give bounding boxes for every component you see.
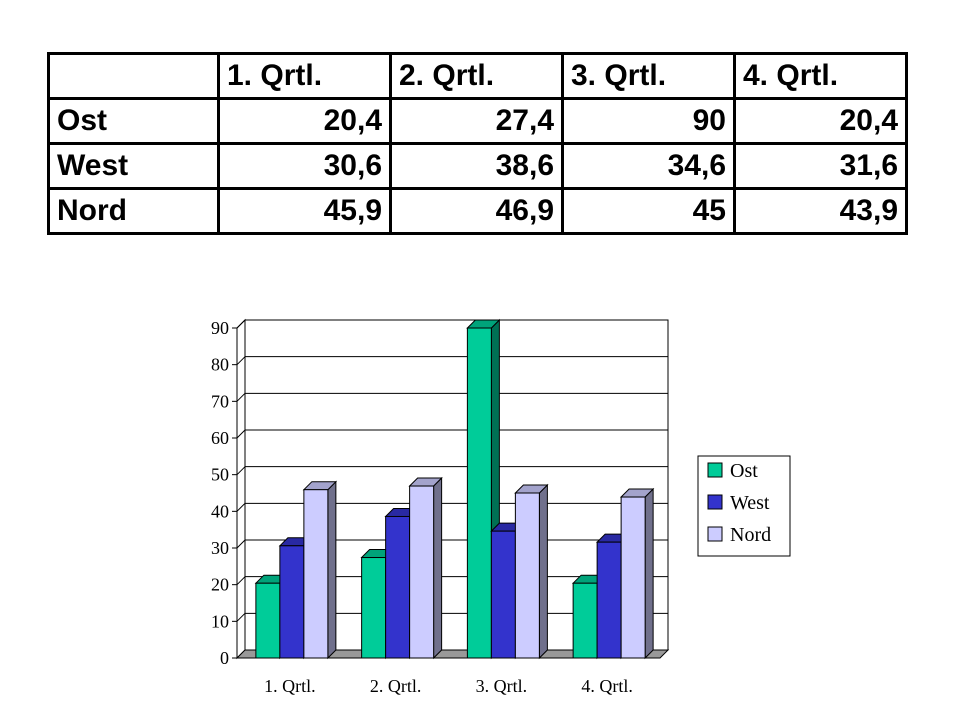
table-cell: 45: [561, 187, 736, 235]
bar-side: [433, 476, 443, 660]
table-header-cell: [47, 52, 220, 100]
gridline-side: [236, 502, 246, 512]
legend-label: Nord: [730, 524, 771, 546]
legend-swatch: [707, 526, 723, 542]
bar-ost: [255, 582, 281, 659]
legend-label: Ost: [730, 460, 758, 482]
bar-nord: [409, 485, 435, 659]
table-cell: 90: [561, 97, 736, 145]
data-table: 1. Qrtl. 2. Qrtl. 3. Qrtl. 4. Qrtl. Ost …: [47, 52, 908, 235]
table-cell: 31,6: [733, 142, 908, 190]
table-row: Nord 45,9 46,9 45 43,9: [47, 187, 908, 235]
bar-side: [644, 487, 654, 660]
table-cell: 43,9: [733, 187, 908, 235]
y-tick-label: 70: [211, 391, 229, 411]
x-tick-label: 3. Qrtl.: [476, 676, 528, 696]
legend-label: West: [730, 492, 770, 514]
bar-side: [538, 483, 548, 660]
y-tick-label: 0: [220, 648, 229, 668]
plot-side-wall: [236, 318, 246, 660]
table-header-cell: 3. Qrtl.: [561, 52, 736, 100]
gridline-side: [236, 429, 246, 439]
table-cell: 20,4: [733, 97, 908, 145]
gridline-side: [236, 612, 246, 622]
bar-side: [327, 480, 337, 660]
y-tick-label: 60: [211, 428, 229, 448]
bar-nord: [620, 496, 646, 659]
y-tick-label: 30: [211, 538, 229, 558]
table-row: Ost 20,4 27,4 90 20,4: [47, 97, 908, 145]
gridline-side: [236, 392, 246, 402]
table-cell: 38,6: [389, 142, 564, 190]
table-cell: 30,6: [217, 142, 392, 190]
gridline-side: [236, 466, 246, 476]
table-row: West 30,6 38,6 34,6 31,6: [47, 142, 908, 190]
bar-west: [385, 515, 411, 659]
bar-nord: [514, 492, 540, 659]
row-label: Ost: [47, 97, 220, 145]
table-header-cell: 4. Qrtl.: [733, 52, 908, 100]
y-tick-label: 20: [211, 575, 229, 595]
row-label: West: [47, 142, 220, 190]
bar-ost: [361, 557, 387, 659]
bar-ost: [466, 327, 492, 659]
bar-west: [490, 530, 516, 659]
x-tick-label: 1. Qrtl.: [264, 676, 316, 696]
row-label: Nord: [47, 187, 220, 235]
bar-west: [279, 545, 305, 659]
table-cell: 20,4: [217, 97, 392, 145]
x-tick-label: 2. Qrtl.: [370, 676, 422, 696]
table-header-cell: 1. Qrtl.: [217, 52, 392, 100]
table-cell: 46,9: [389, 187, 564, 235]
gridline-side: [236, 319, 246, 329]
bar-nord: [303, 489, 329, 659]
y-tick-label: 90: [211, 318, 229, 338]
legend-swatch: [707, 494, 723, 510]
table-header-row: 1. Qrtl. 2. Qrtl. 3. Qrtl. 4. Qrtl.: [47, 52, 908, 100]
y-tick-label: 40: [211, 501, 229, 521]
bar-west: [596, 541, 622, 659]
table-cell: 27,4: [389, 97, 564, 145]
legend-swatch: [707, 462, 723, 478]
gridline-side: [236, 576, 246, 586]
table-cell: 45,9: [217, 187, 392, 235]
table-cell: 34,6: [561, 142, 736, 190]
gridline-side: [236, 539, 246, 549]
gridline-side: [236, 356, 246, 366]
table-header-cell: 2. Qrtl.: [389, 52, 564, 100]
y-tick-label: 80: [211, 355, 229, 375]
bar-ost: [572, 582, 598, 659]
y-tick-label: 50: [211, 465, 229, 485]
y-tick-label: 10: [211, 611, 229, 631]
x-tick-label: 4. Qrtl.: [581, 676, 633, 696]
